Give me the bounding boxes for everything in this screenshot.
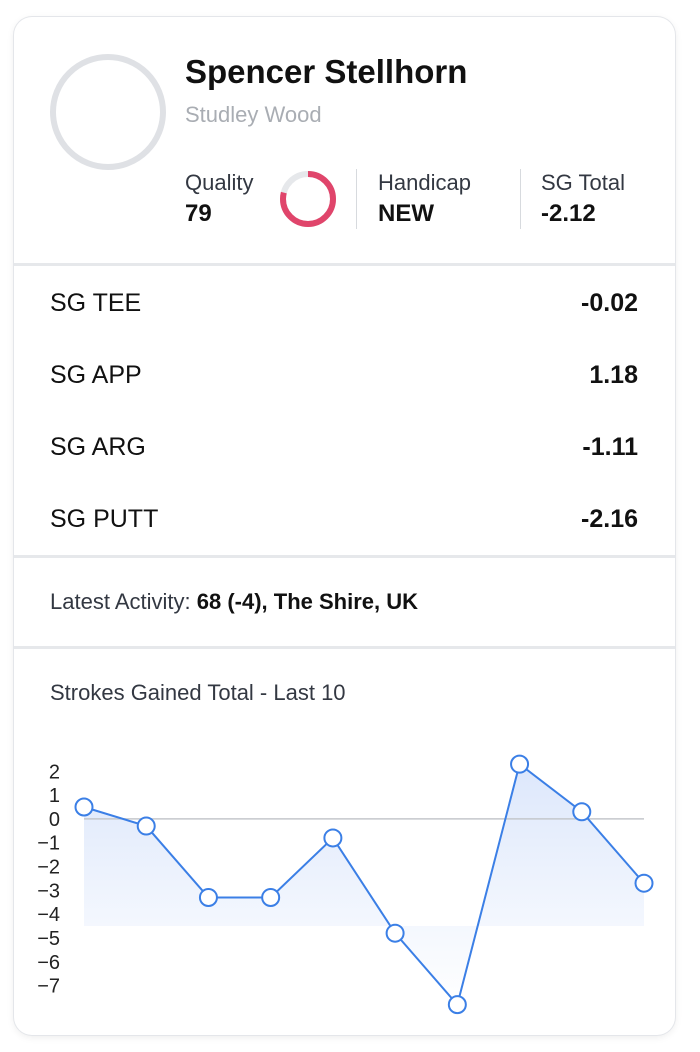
- handicap-value: NEW: [378, 200, 434, 227]
- section-divider: [14, 555, 675, 558]
- quality-ring-fill: [280, 171, 336, 227]
- data-point: [261, 887, 281, 907]
- data-point: [572, 802, 592, 822]
- chart-area: [84, 764, 644, 1005]
- data-point: [323, 828, 343, 848]
- sg-row-value: -1.11: [582, 433, 638, 461]
- data-point: [447, 995, 467, 1015]
- data-point: [510, 754, 530, 774]
- activity-value: 68 (-4), The Shire, UK: [196, 589, 419, 614]
- y-tick-label: −3: [37, 880, 60, 902]
- player-card: Spencer Stellhorn Studley Wood Quality 7…: [14, 17, 675, 1035]
- data-point: [385, 923, 405, 943]
- y-tick-label: 1: [49, 785, 60, 807]
- sg-row-arg: SG ARG -1.11: [50, 427, 638, 467]
- section-divider: [14, 646, 675, 649]
- sg-total-value: -2.12: [541, 200, 596, 227]
- series-line: [83, 762, 645, 1007]
- stat-divider: [356, 169, 357, 229]
- quality-ring-icon: [280, 171, 336, 227]
- data-point: [634, 873, 654, 893]
- quality-value: 79: [185, 200, 212, 227]
- stat-divider: [520, 169, 521, 229]
- sg-row-value: -2.16: [581, 505, 638, 533]
- sg-total-label: SG Total: [541, 170, 625, 195]
- sg-row-tee: SG TEE -0.02: [50, 283, 638, 323]
- y-tick-label: −7: [37, 976, 60, 998]
- chart-title: Strokes Gained Total - Last 10: [50, 680, 346, 705]
- data-point: [74, 797, 94, 817]
- latest-activity[interactable]: Latest Activity: 68 (-4), The Shire, UK: [50, 589, 418, 615]
- y-tick-label: 0: [49, 809, 60, 831]
- avatar[interactable]: [50, 54, 166, 170]
- sg-row-app: SG APP 1.18: [50, 355, 638, 395]
- player-header: Spencer Stellhorn Studley Wood Quality 7…: [14, 17, 675, 265]
- quality-label: Quality: [185, 170, 254, 195]
- y-tick-label: −6: [37, 952, 60, 974]
- sg-row-value: -0.02: [581, 289, 638, 317]
- y-tick-label: 2: [49, 761, 60, 783]
- data-point: [136, 816, 156, 836]
- section-divider: [14, 263, 675, 266]
- sg-row-label: SG APP: [50, 361, 142, 389]
- club-name[interactable]: Studley Wood: [185, 102, 322, 127]
- sg-row-label: SG PUTT: [50, 505, 159, 533]
- player-name: Spencer Stellhorn: [185, 53, 468, 90]
- sg-row-value: 1.18: [589, 361, 638, 389]
- data-point: [198, 887, 218, 907]
- activity-label: Latest Activity:: [50, 589, 191, 614]
- y-tick-label: −1: [37, 833, 60, 855]
- y-tick-label: −5: [37, 928, 60, 950]
- y-tick-label: −2: [37, 857, 60, 879]
- handicap-label: Handicap: [378, 170, 471, 195]
- sg-row-label: SG TEE: [50, 289, 142, 317]
- sg-row-label: SG ARG: [50, 433, 146, 461]
- y-tick-label: −4: [37, 904, 60, 926]
- sg-row-putt: SG PUTT -2.16: [50, 499, 638, 539]
